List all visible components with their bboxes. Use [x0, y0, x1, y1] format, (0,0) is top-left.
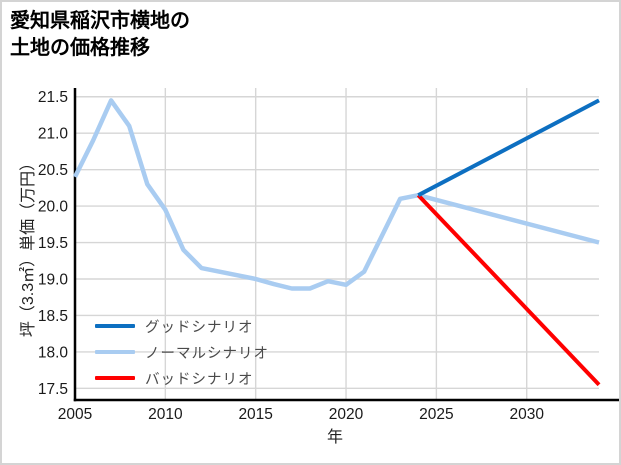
y-tick-label: 20.0 — [38, 199, 69, 216]
chart-title-line1: 愛知県稲沢市横地の — [10, 10, 190, 32]
legend-swatch-icon — [95, 324, 135, 328]
legend-label: グッドシナリオ — [145, 319, 254, 336]
x-tick-label: 2005 — [58, 406, 92, 423]
y-tick-label: 18.5 — [38, 308, 68, 325]
y-tick-label: 19.5 — [38, 235, 68, 252]
series-line-normal — [72, 98, 600, 291]
y-tick-label: 20.5 — [38, 162, 68, 179]
y-tick-label: 19.0 — [38, 271, 69, 288]
series-line-good — [417, 98, 600, 197]
y-tick-label: 21.0 — [38, 126, 69, 143]
chart-title: 愛知県稲沢市横地の 土地の価格推移 — [10, 8, 190, 62]
x-tick-label: 2015 — [238, 406, 272, 423]
legend-swatch-icon — [95, 376, 135, 380]
legend-label: バッドシナリオ — [145, 371, 254, 388]
y-tick-label: 18.0 — [38, 344, 69, 361]
chart-title-line2: 土地の価格推移 — [10, 37, 150, 59]
x-tick-label: 2020 — [329, 406, 364, 423]
y-tick-label: 21.5 — [38, 89, 68, 106]
legend-item-normal: ノーマルシナリオ — [95, 339, 269, 365]
y-axis-title: 坪（3.3㎡）単価（万円） — [20, 154, 37, 338]
legend-item-bad: バッドシナリオ — [95, 365, 269, 391]
legend-item-good: グッドシナリオ — [95, 313, 269, 339]
x-tick-label: 2010 — [148, 406, 183, 423]
y-tick-label: 17.5 — [38, 381, 68, 398]
legend-label: ノーマルシナリオ — [145, 345, 269, 362]
legend-swatch-icon — [95, 350, 135, 354]
x-axis-title: 年 — [326, 429, 344, 446]
x-tick-label: 2030 — [509, 406, 544, 423]
legend: グッドシナリオ ノーマルシナリオ バッドシナリオ — [95, 313, 269, 391]
x-tick-label: 2025 — [419, 406, 453, 423]
series-line-bad — [416, 193, 601, 387]
